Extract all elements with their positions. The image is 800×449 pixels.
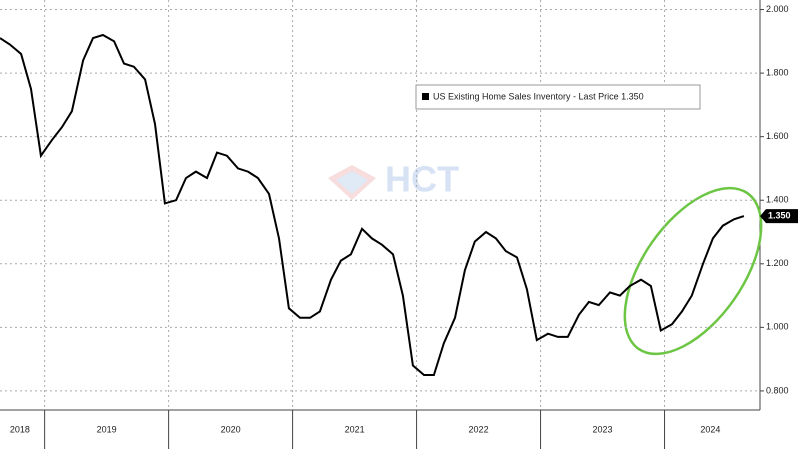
watermark-logo-inner xyxy=(336,171,368,194)
legend xyxy=(415,84,701,110)
watermark: HCT xyxy=(328,159,459,200)
last-price-label: 1.350 xyxy=(768,210,791,220)
y-tick-label: 1.200 xyxy=(766,258,789,268)
x-tick-label: 2024 xyxy=(700,424,720,434)
watermark-logo xyxy=(328,165,376,200)
y-tick-label: 1.600 xyxy=(766,131,789,141)
x-tick-label: 2019 xyxy=(97,424,117,434)
y-tick-label: 1.400 xyxy=(766,195,789,205)
x-tick-label: 2022 xyxy=(469,424,489,434)
legend-label: US Existing Home Sales Inventory - Last … xyxy=(433,91,644,101)
x-tick-label: 2020 xyxy=(221,424,241,434)
y-tick-label: 1.000 xyxy=(766,322,789,332)
y-tick-label: 2.000 xyxy=(766,4,789,14)
last-price-tag xyxy=(760,209,798,224)
watermark-text: HCT xyxy=(385,159,459,200)
y-tick-label: 1.800 xyxy=(766,67,789,77)
x-tick-label: 2023 xyxy=(593,424,613,434)
y-tick-label: 0.800 xyxy=(766,385,789,395)
legend-swatch xyxy=(422,93,429,100)
x-tick-label: 2018 xyxy=(10,424,30,434)
x-tick-label: 2021 xyxy=(345,424,365,434)
highlight-ellipse xyxy=(623,186,763,356)
series-line xyxy=(0,33,745,376)
